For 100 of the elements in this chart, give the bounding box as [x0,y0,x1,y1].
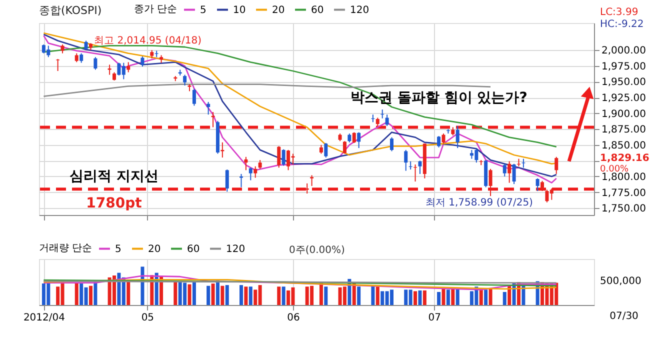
bar [508,286,512,305]
bar [126,282,130,305]
text: HC:-9.22 [600,19,644,30]
bar [357,286,361,305]
candlestick [126,62,130,73]
candlestick [390,136,394,152]
x-tick-label: 2012/04 [23,312,65,324]
legend-label: 10 [233,4,246,16]
bar [376,286,380,305]
y-tick-label: 1,850.00 [602,140,646,152]
bar [319,282,323,305]
legend-label: 60 [187,244,200,255]
bar [277,286,281,305]
candlestick [192,88,196,106]
candlestick [502,163,506,177]
candlestick [385,114,389,126]
bar [446,290,450,305]
bar [74,282,78,305]
y-tick-label: 1,750.00 [602,204,646,215]
text: 07/30 [610,311,638,322]
candlestick [357,132,361,149]
candlestick [508,160,512,184]
candlestick [225,169,229,192]
candlestick [352,132,356,144]
y-tick-label: 1,775.00 [602,188,646,199]
bar [324,286,328,305]
y-tick-label: 1,900.00 [602,108,646,120]
candlestick [183,74,187,86]
bar [192,281,196,305]
bar [371,286,375,305]
legend-label: 20 [148,244,161,255]
candlestick [248,167,252,181]
bar [342,286,346,305]
bar [451,288,455,305]
legend-label: 5 [200,4,206,16]
candlestick [418,160,422,174]
x-tick-label: 06 [287,312,300,324]
line-series [43,45,558,148]
candlestick [512,163,516,185]
y-tick-label: 1,925.00 [602,93,646,104]
candlestick [437,136,441,148]
bar [479,290,483,305]
candlestick [56,58,60,72]
bar [422,290,426,305]
bar [216,280,220,305]
bar [239,285,243,305]
bar [442,288,446,305]
legend-label: 60 [311,4,324,16]
bar [244,286,248,305]
bar [282,286,286,305]
bar [286,290,290,305]
bar [502,292,506,305]
candlestick [277,146,281,168]
candlestick [554,156,558,174]
text: 500,000 [600,276,642,288]
x-tick-label: 05 [141,312,154,324]
bar [484,290,488,305]
candlestick [80,52,84,64]
bar [211,284,215,305]
candlestick [282,148,286,166]
annotation: 1780pt [86,195,142,212]
y-tick-label: 1,975.00 [602,61,646,72]
candlestick [94,56,98,70]
legend-label: 5 [115,244,122,255]
bar [174,282,178,305]
bar [225,285,229,305]
candlestick [244,156,248,171]
y-tick-label: 1,800.00 [602,172,646,183]
candlestick [286,149,290,171]
bar [188,284,192,305]
bar [488,288,492,305]
candlestick [206,101,210,116]
bar [418,290,422,305]
legend-title: 거래량 단순 [39,243,92,254]
text: LC:3.99 [600,7,638,18]
chart-title: 종합(KOSPI) [39,4,102,17]
bar [456,288,460,305]
bar [437,292,441,305]
legend-label: 120 [226,244,246,255]
legend-title: 종가 단순 [134,4,178,15]
candlestick [140,56,144,68]
y-tick-label: 1,950.00 [602,77,646,88]
candlestick [536,178,540,192]
annotation: 최고 2,014.95 (04/18) [94,36,202,47]
text: 0주(0.00%) [289,245,346,256]
bar [522,286,526,305]
bar [220,286,224,305]
annotation: 최저 1,758.99 (07/25) [425,197,534,208]
y-tick-label: 1,875.00 [602,124,646,136]
candlestick [342,140,346,154]
candlestick [254,166,258,178]
bar [414,291,418,305]
bar [248,286,252,305]
legend-label: 20 [272,4,285,16]
candlestick [404,149,408,172]
x-tick-label: 07 [428,312,441,324]
annotation: 심리적 지지선 [70,168,158,185]
y-tick-label: 2,000.00 [602,46,646,57]
bar [206,286,210,305]
candlestick [442,133,446,144]
